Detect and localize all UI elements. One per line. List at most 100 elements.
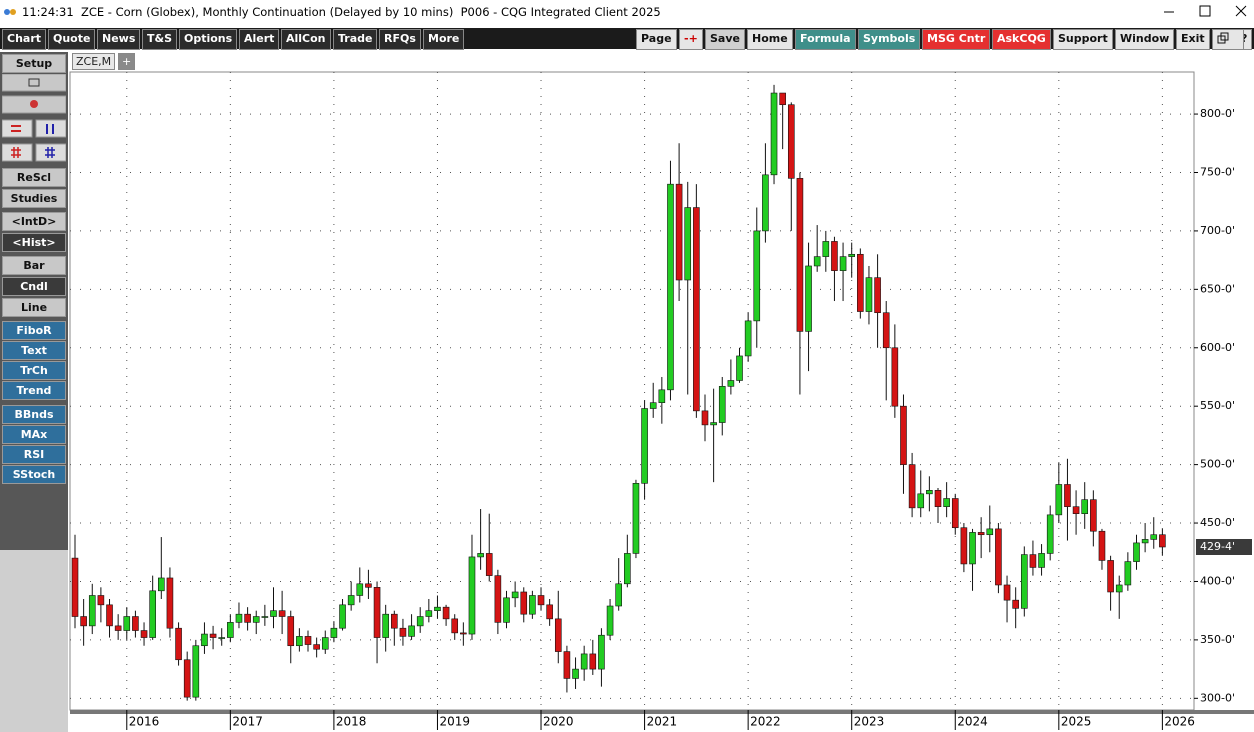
candle-body	[986, 528, 994, 536]
toolbar-button[interactable]: RFQs	[379, 29, 421, 50]
setup-button[interactable]: Setup	[2, 54, 66, 73]
candle-body	[1124, 561, 1132, 586]
side-button[interactable]: <IntD>	[2, 212, 66, 231]
candle-body	[606, 605, 614, 636]
side-button[interactable]: RSI	[2, 445, 66, 464]
toolbar-button[interactable]: MSG Cntr	[922, 29, 991, 50]
candle-body	[787, 104, 795, 179]
candle-body	[865, 277, 873, 312]
toolbar-button[interactable]: Window	[1115, 29, 1175, 50]
side-panel: Setup ReScl Studies <IntD> <Hist> Bar Cndl Lin…	[0, 52, 68, 732]
candle-body	[123, 616, 131, 631]
side-button[interactable]: TrCh	[2, 361, 66, 380]
candle-body	[321, 637, 329, 650]
x-tick-label: 2019	[439, 715, 470, 729]
side-button[interactable]: Cndl	[2, 277, 66, 296]
candle-body	[796, 178, 804, 332]
candle-body	[477, 553, 484, 558]
x-tick-label: 2026	[1164, 715, 1195, 729]
side-button[interactable]: <Hist>	[2, 233, 66, 252]
toolbar-button[interactable]: More	[423, 29, 465, 50]
candle-body	[554, 618, 562, 652]
side-button[interactable]: ReScl	[2, 168, 66, 187]
side-button[interactable]: Bar	[2, 256, 66, 275]
toolbar-button[interactable]: AskCQG	[992, 29, 1051, 50]
candle-body	[166, 577, 174, 629]
side-button[interactable]: Trend	[2, 381, 66, 400]
toolbar-button[interactable]: -+	[679, 29, 703, 50]
side-button[interactable]: SStoch	[2, 465, 66, 484]
side-icons[interactable]	[2, 74, 66, 214]
toolbar-button[interactable]: Support	[1053, 29, 1113, 50]
candle-body	[1150, 534, 1158, 540]
x-tick-label: 2025	[1061, 715, 1092, 729]
candle-body	[951, 498, 959, 529]
candle-body	[718, 386, 726, 423]
candle-body	[874, 277, 881, 314]
chart-tab[interactable]: +	[118, 53, 136, 70]
candle-body	[287, 616, 295, 647]
candle-body	[693, 207, 700, 412]
x-tick-label: 2022	[750, 715, 781, 729]
toolbar-button[interactable]: Trade	[333, 29, 378, 50]
candle-body	[1046, 514, 1054, 554]
candle-body	[908, 464, 916, 509]
window-controls[interactable]	[1160, 0, 1254, 24]
side-button[interactable]: MAx	[2, 425, 66, 444]
toolbar-button[interactable]: Quote	[48, 29, 96, 50]
side-button[interactable]: FiboR	[2, 321, 66, 340]
candle-body	[391, 613, 398, 629]
candle-body	[382, 613, 389, 638]
candle-body	[701, 410, 709, 426]
candle-body	[580, 653, 588, 670]
candle-body	[658, 389, 666, 403]
candle-body	[995, 528, 1002, 586]
candle-body	[347, 595, 355, 606]
side-button[interactable]: BBnds	[2, 405, 66, 424]
side-button[interactable]: Line	[2, 298, 66, 317]
candle-body	[632, 483, 640, 554]
candle-body	[736, 355, 743, 381]
toolbar-button[interactable]: Home	[747, 29, 793, 50]
toolbar-button[interactable]: Exit	[1176, 29, 1210, 50]
candle-body	[969, 532, 976, 565]
candle-body	[270, 610, 277, 617]
side-button[interactable]: Text	[2, 341, 66, 360]
toolbar-button[interactable]: Formula	[795, 29, 856, 50]
toolbar-button[interactable]: Options	[179, 29, 238, 50]
candle-body	[511, 591, 519, 599]
toolbar-button[interactable]: T&S	[142, 29, 178, 50]
toolbar-button[interactable]: Symbols	[858, 29, 921, 50]
candle-body	[822, 241, 830, 257]
toolbar-button[interactable]: AllCon	[281, 29, 331, 50]
restore-button[interactable]	[1212, 29, 1244, 50]
candle-body	[261, 616, 269, 618]
side-button[interactable]: Studies	[2, 189, 66, 208]
candle-body	[192, 645, 200, 698]
candle-body	[1090, 499, 1097, 532]
candle-body	[416, 616, 424, 627]
y-tick-label: 600-0'	[1200, 341, 1235, 354]
candle-body	[468, 556, 476, 635]
chart-tab[interactable]: ZCE,M	[72, 53, 116, 70]
candle-body	[675, 183, 683, 281]
toolbar-button[interactable]: Alert	[239, 29, 280, 50]
candle-body	[442, 606, 450, 620]
candle-body	[356, 583, 364, 596]
candle-body	[460, 632, 467, 635]
title-bar: 11:24:31 ZCE - Corn (Globex), Monthly Co…	[0, 0, 1254, 24]
x-tick-label: 2020	[543, 715, 574, 729]
toolbar-button[interactable]: Save	[705, 29, 745, 50]
candle-body	[434, 606, 441, 611]
candle-body	[839, 256, 847, 271]
toolbar-button[interactable]: News	[97, 29, 141, 50]
candle-body	[1003, 584, 1011, 601]
candle-body	[727, 380, 735, 387]
toolbar-button[interactable]: Chart	[2, 29, 47, 50]
candle-body	[1141, 539, 1149, 544]
y-tick-label: 650-0'	[1200, 282, 1235, 295]
y-tick-label: 550-0'	[1200, 399, 1235, 412]
toolbar-button[interactable]: Page	[636, 29, 677, 50]
